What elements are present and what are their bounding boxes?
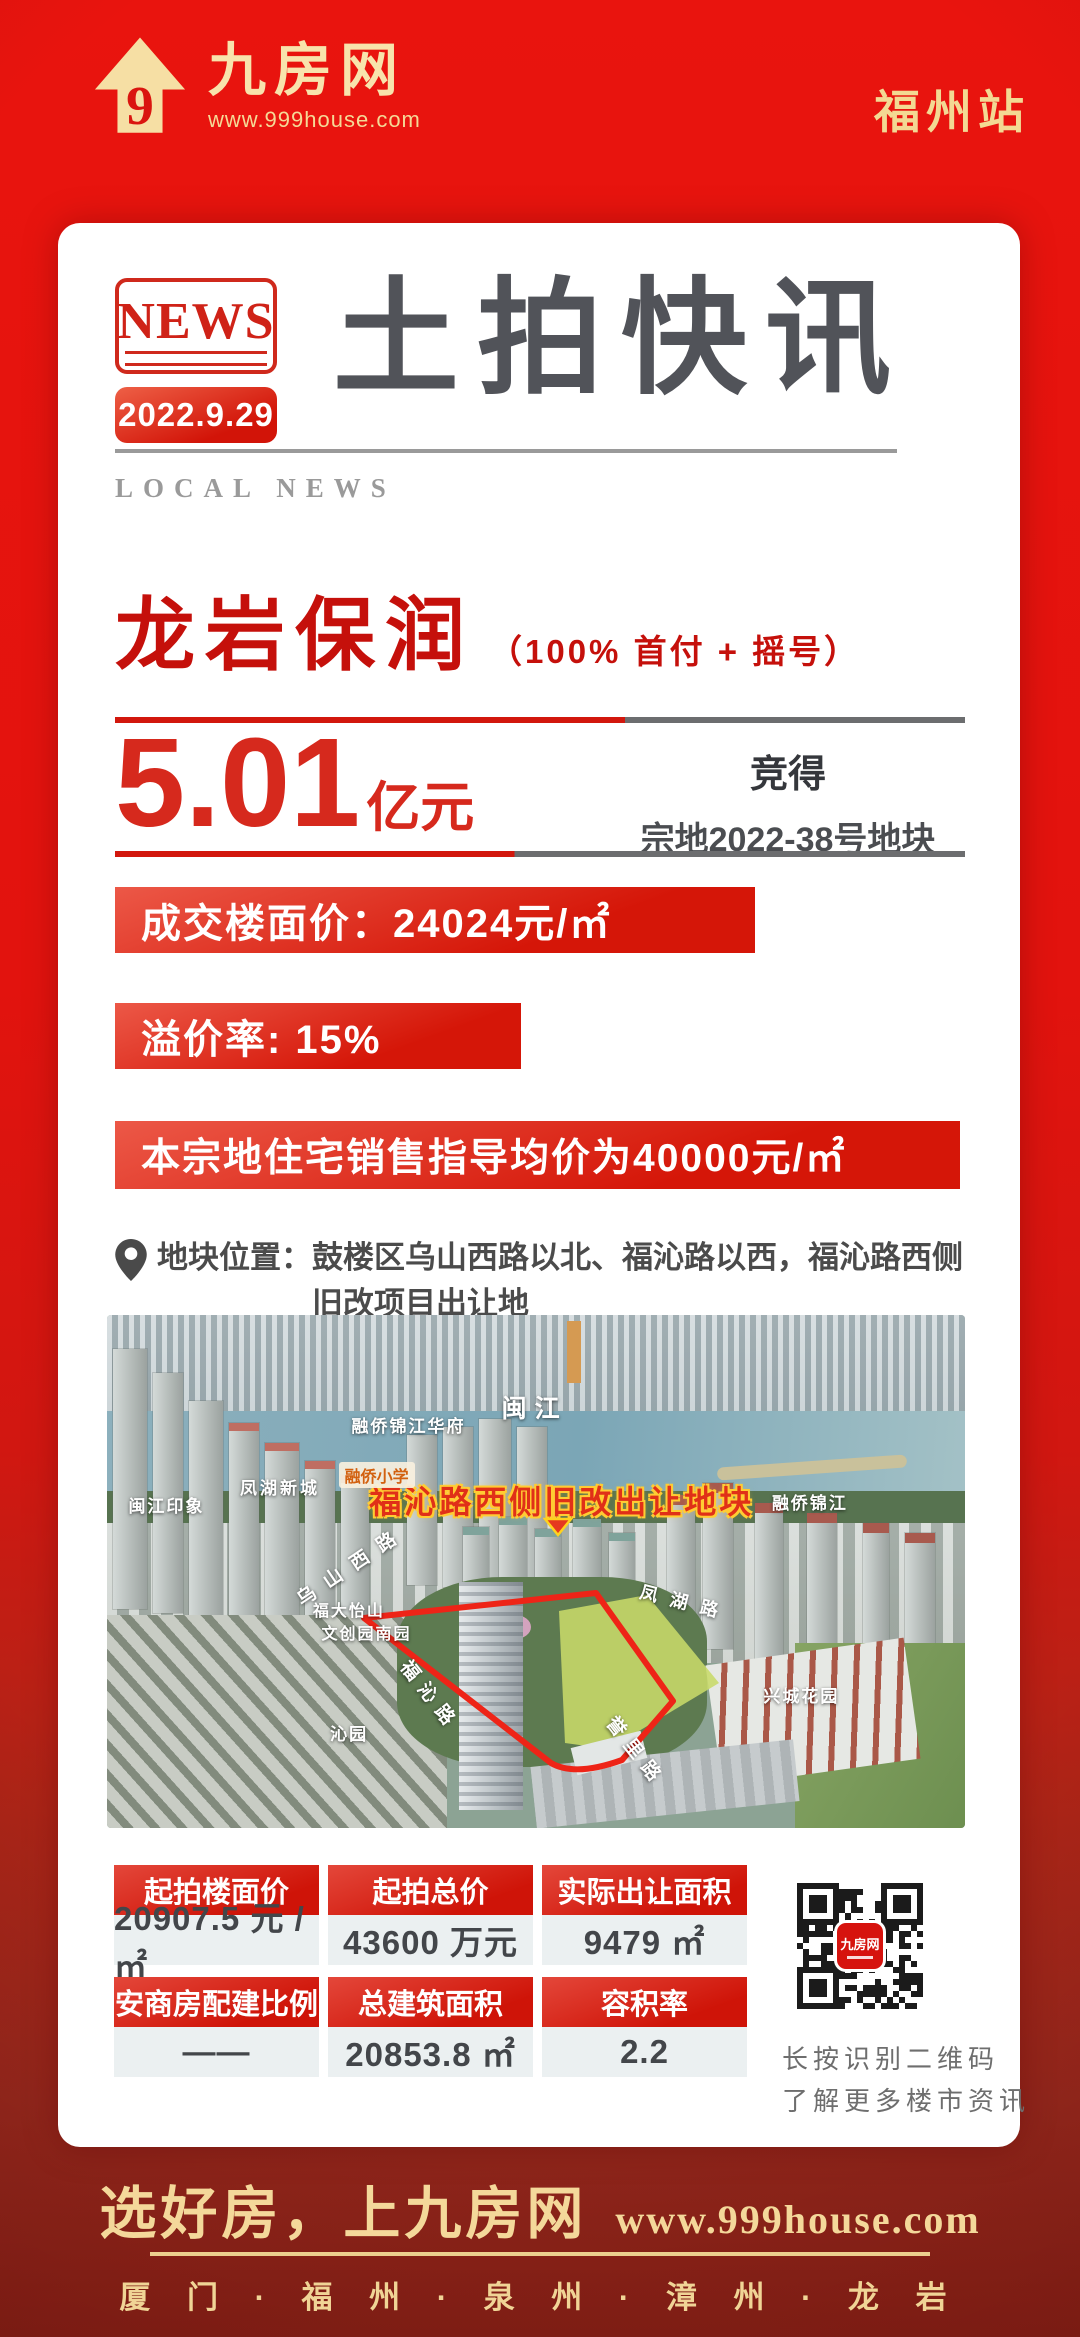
deal-price: 5.01 亿元 [115, 712, 475, 853]
map-label-school: 融侨小学 [338, 1461, 415, 1488]
price-value: 5.01 [115, 712, 361, 853]
map-tower [407, 1435, 437, 1585]
qr-code: 九房网 [782, 1868, 938, 2024]
plot-location: 地块位置：鼓楼区乌山西路以北、福沁路以西，福沁路西侧 旧改项目出让地 [115, 1235, 963, 1327]
footer-url: www.999house.com [615, 2197, 981, 2242]
map-tower [305, 1461, 335, 1645]
map-tower [189, 1401, 223, 1627]
parcel-info-table: 起拍楼面价 20907.5 元 / ㎡ 起拍总价 43600 万元 实际出让面积… [114, 1865, 747, 2077]
page-title: 土拍快讯 [333, 271, 909, 410]
footer-divider [150, 2252, 930, 2256]
table-header: 安商房配建比例 [114, 1977, 319, 2027]
map-label-river: 闽江 [501, 1395, 568, 1424]
news-badge: NEWS [115, 278, 277, 374]
aerial-map: 福沁路西侧旧改出让地块 闽江 融侨锦江华府 融侨小学 凤湖新城 闽江印象 融侨锦… [107, 1315, 965, 1828]
map-far-building [567, 1321, 581, 1383]
table-value: —— [114, 2027, 319, 2077]
map-label-estate: 闽江印象 [128, 1496, 205, 1516]
floor-price-bar: 成交楼面价：24024元/㎡ [115, 887, 755, 953]
map-plot-tower [459, 1582, 523, 1810]
map-headline: 福沁路西侧旧改出让地块 [369, 1483, 755, 1520]
map-tower [703, 1483, 733, 1649]
winner-note: （100% 首付 + 摇号） [489, 633, 861, 670]
qr-block: 九房网 长按识别二维码 了解更多楼市资讯 [782, 1868, 1031, 2122]
table-header: 容积率 [542, 1977, 747, 2027]
map-label-estate: 沁园 [330, 1725, 369, 1745]
map-tower [229, 1423, 259, 1637]
table-value: 2.2 [542, 2027, 747, 2077]
map-far-city [107, 1315, 965, 1411]
table-header: 起拍楼面价 [114, 1865, 319, 1915]
station-label: 福州站 [874, 87, 1030, 138]
map-label-park: 福大怡山 [312, 1603, 385, 1621]
table-cell: 安商房配建比例 —— [114, 1977, 319, 2077]
map-tower [153, 1373, 183, 1613]
premium-rate-bar: 溢价率: 15% [115, 1003, 521, 1069]
table-value: 20853.8 ㎡ [328, 2027, 533, 2077]
table-header: 实际出让面积 [542, 1865, 747, 1915]
table-value: 43600 万元 [328, 1915, 533, 1965]
news-card: NEWS 2022.9.29 土拍快讯 LOCAL NEWS 龙岩保润 （100… [58, 223, 1031, 2147]
price-divider-bottom [115, 851, 965, 857]
qr-caption-line2: 了解更多楼市资讯 [782, 2086, 1031, 2116]
map-label-park: 文创园南园 [321, 1626, 412, 1644]
date-badge: 2022.9.29 [115, 387, 277, 443]
title-divider [115, 449, 897, 453]
map-old-town [107, 1615, 447, 1828]
qr-modules [797, 1883, 923, 2009]
qr-caption-line1: 长按识别二维码 [782, 2044, 1000, 2074]
location-line1: 地块位置：鼓楼区乌山西路以北、福沁路以西，福沁路西侧 [157, 1240, 963, 1275]
map-label-estate: 融侨锦江 [771, 1494, 848, 1514]
table-cell: 起拍总价 43600 万元 [328, 1865, 533, 1965]
brand-logo: 9 九房网 www.999house.com [88, 34, 421, 138]
footer-cities: 厦 门 · 福 州 · 泉 州 · 漳 州 · 龙 岩 [119, 2280, 961, 2315]
map-label-estate: 兴城花园 [763, 1686, 840, 1706]
table-header: 总建筑面积 [328, 1977, 533, 2027]
plot-boundary [361, 1590, 719, 1776]
svg-text:9: 9 [126, 75, 154, 136]
winner-row: 龙岩保润 （100% 首付 + 摇号） [115, 571, 860, 687]
location-pin-icon [115, 1239, 147, 1281]
map-tower [113, 1349, 147, 1609]
guide-price-bar: 本宗地住宅销售指导均价为40000元/㎡ [115, 1121, 960, 1189]
table-cell: 起拍楼面价 20907.5 元 / ㎡ [114, 1865, 319, 1985]
table-cell: 总建筑面积 20853.8 ㎡ [328, 1977, 533, 2077]
price-divider-top [115, 717, 965, 723]
brand-url: www.999house.com [208, 107, 421, 132]
qr-center-logo: 九房网 [837, 1923, 883, 1969]
map-tower [265, 1443, 299, 1643]
price-unit: 亿元 [366, 778, 475, 838]
table-cell: 容积率 2.2 [542, 1977, 747, 2077]
qr-center-url-line [847, 1955, 873, 1959]
deal-result: 竞得 宗地2022-38号地块 [613, 743, 963, 861]
result-label: 竞得 [749, 754, 826, 796]
news-badge-text: NEWS [117, 292, 275, 350]
winner-name: 龙岩保润 [115, 591, 475, 680]
brand-name: 九房网 [208, 38, 407, 103]
table-header: 起拍总价 [328, 1865, 533, 1915]
table-value: 20907.5 元 / ㎡ [114, 1900, 319, 1985]
footer-slogan: 选好房，上九房网 [99, 2183, 588, 2246]
map-tower [755, 1503, 783, 1659]
footer-slogan-row: 选好房，上九房网 www.999house.com [0, 2168, 1080, 2250]
qr-center-label: 九房网 [840, 1936, 880, 1952]
map-marker-triangle-icon [542, 1517, 573, 1537]
table-cell: 实际出让面积 9479 ㎡ [542, 1865, 747, 1965]
map-label-estate: 凤湖新城 [239, 1479, 320, 1499]
local-news-label: LOCAL NEWS [115, 473, 396, 503]
table-value: 9479 ㎡ [542, 1915, 747, 1965]
map-label-estate: 融侨锦江华府 [351, 1417, 466, 1437]
house-logo-icon: 9 [94, 37, 186, 136]
